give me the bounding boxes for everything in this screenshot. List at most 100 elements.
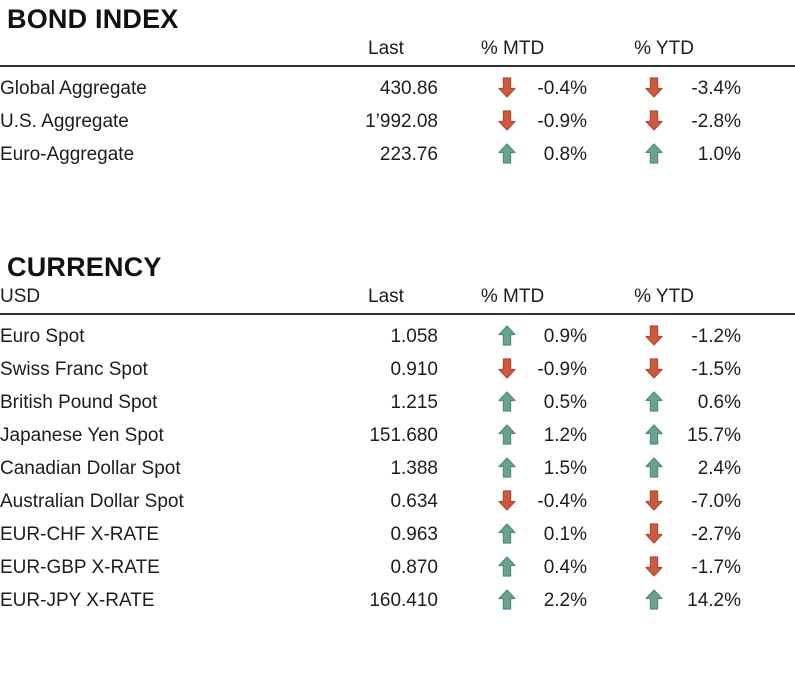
currency-table: USD Last % MTD % YTD Euro Spot 1.058 0.9… <box>0 281 795 612</box>
mtd-value: 0.5% <box>543 391 588 413</box>
ytd-value: -1.2% <box>691 325 742 347</box>
currency-title: CURRENCY <box>7 252 162 282</box>
up-arrow-icon <box>438 447 516 480</box>
mtd-value: -0.9% <box>537 358 588 380</box>
ytd-value: -2.8% <box>691 110 742 132</box>
table-row: EUR-CHF X-RATE 0.963 0.1% -2.7% <box>0 513 795 546</box>
down-arrow-icon <box>438 66 516 100</box>
currency-header: USD Last % MTD % YTD <box>0 281 795 315</box>
last-value: 1.215 <box>390 391 438 413</box>
ytd-value: 1.0% <box>697 143 742 165</box>
mtd-value: -0.4% <box>537 490 588 512</box>
down-arrow-icon <box>438 100 516 133</box>
table-row: Australian Dollar Spot 0.634 -0.4% -7.0% <box>0 480 795 513</box>
row-filler <box>741 133 795 166</box>
last-value: 0.634 <box>390 490 438 512</box>
up-arrow-icon <box>438 133 516 166</box>
ytd-value: 2.4% <box>697 457 742 479</box>
currency-rows: Euro Spot 1.058 0.9% -1.2% Swiss Franc S… <box>0 314 795 612</box>
mtd-value: -0.4% <box>537 77 588 99</box>
table-row: Swiss Franc Spot 0.910 -0.9% -1.5% <box>0 348 795 381</box>
down-arrow-icon <box>587 480 663 513</box>
mtd-value: 1.5% <box>543 457 588 479</box>
up-arrow-icon <box>438 381 516 414</box>
last-value: 0.870 <box>390 556 438 578</box>
instrument-name: Euro-Aggregate <box>0 143 135 165</box>
row-filler <box>741 414 795 447</box>
last-value: 1.388 <box>390 457 438 479</box>
last-value: 151.680 <box>369 424 438 446</box>
table-row: Global Aggregate 430.86 -0.4% -3.4% <box>0 66 795 100</box>
ytd-value: 14.2% <box>687 589 742 611</box>
ytd-value: -3.4% <box>691 77 742 99</box>
down-arrow-icon <box>587 100 663 133</box>
table-row: British Pound Spot 1.215 0.5% 0.6% <box>0 381 795 414</box>
up-arrow-icon <box>587 447 663 480</box>
ytd-value: -7.0% <box>691 490 742 512</box>
instrument-name: Canadian Dollar Spot <box>0 457 181 479</box>
instrument-name: Swiss Franc Spot <box>0 358 148 380</box>
table-row: EUR-GBP X-RATE 0.870 0.4% -1.7% <box>0 546 795 579</box>
table-row: Euro-Aggregate 223.76 0.8% 1.0% <box>0 133 795 166</box>
ytd-column-header: % YTD <box>587 281 742 315</box>
instrument-name: British Pound Spot <box>0 391 158 413</box>
ytd-value: -1.7% <box>691 556 742 578</box>
ytd-column-header: % YTD <box>587 33 742 67</box>
up-arrow-icon <box>587 414 663 447</box>
up-arrow-icon <box>587 381 663 414</box>
down-arrow-icon <box>587 513 663 546</box>
last-value: 0.963 <box>390 523 438 545</box>
up-arrow-icon <box>587 133 663 166</box>
last-column-header: Last <box>334 33 438 67</box>
row-filler <box>741 314 795 348</box>
corner-header <box>0 33 334 67</box>
down-arrow-icon <box>587 348 663 381</box>
row-filler <box>741 66 795 100</box>
instrument-name: EUR-GBP X-RATE <box>0 556 160 578</box>
row-filler <box>741 447 795 480</box>
bond-index-rows: Global Aggregate 430.86 -0.4% -3.4% U.S.… <box>0 66 795 166</box>
table-row: Japanese Yen Spot 151.680 1.2% 15.7% <box>0 414 795 447</box>
up-arrow-icon <box>438 513 516 546</box>
instrument-name: Australian Dollar Spot <box>0 490 184 512</box>
ytd-value: 15.7% <box>687 424 742 446</box>
down-arrow-icon <box>587 66 663 100</box>
up-arrow-icon <box>438 546 516 579</box>
usd-corner-header: USD <box>0 281 334 315</box>
last-value: 1’992.08 <box>365 110 438 132</box>
down-arrow-icon <box>438 480 516 513</box>
mtd-value: -0.9% <box>537 110 588 132</box>
last-column-header: Last <box>334 281 438 315</box>
up-arrow-icon <box>587 579 663 612</box>
row-filler <box>741 513 795 546</box>
bond-index-header: Last % MTD % YTD <box>0 33 795 67</box>
instrument-name: Japanese Yen Spot <box>0 424 164 446</box>
row-filler <box>741 579 795 612</box>
mtd-value: 0.9% <box>543 325 588 347</box>
mtd-value: 0.1% <box>543 523 588 545</box>
mtd-value: 1.2% <box>543 424 588 446</box>
last-value: 430.86 <box>379 77 438 99</box>
row-filler <box>741 480 795 513</box>
row-filler <box>741 381 795 414</box>
row-filler <box>741 546 795 579</box>
row-filler <box>741 100 795 133</box>
last-value: 1.058 <box>390 325 438 347</box>
mtd-column-header: % MTD <box>438 281 588 315</box>
instrument-name: EUR-CHF X-RATE <box>0 523 160 545</box>
instrument-name: EUR-JPY X-RATE <box>0 589 155 611</box>
currency-section: CURRENCY USD Last % MTD % YTD Euro Spot … <box>0 248 795 612</box>
up-arrow-icon <box>438 314 516 348</box>
down-arrow-icon <box>587 314 663 348</box>
mtd-value: 0.8% <box>543 143 588 165</box>
table-row: U.S. Aggregate 1’992.08 -0.9% -2.8% <box>0 100 795 133</box>
mtd-column-header: % MTD <box>438 33 588 67</box>
table-row: Canadian Dollar Spot 1.388 1.5% 2.4% <box>0 447 795 480</box>
down-arrow-icon <box>438 348 516 381</box>
up-arrow-icon <box>438 414 516 447</box>
last-value: 160.410 <box>369 589 438 611</box>
bond-index-table: Last % MTD % YTD Global Aggregate 430.86… <box>0 33 795 166</box>
last-value: 223.76 <box>379 143 438 165</box>
table-row: Euro Spot 1.058 0.9% -1.2% <box>0 314 795 348</box>
